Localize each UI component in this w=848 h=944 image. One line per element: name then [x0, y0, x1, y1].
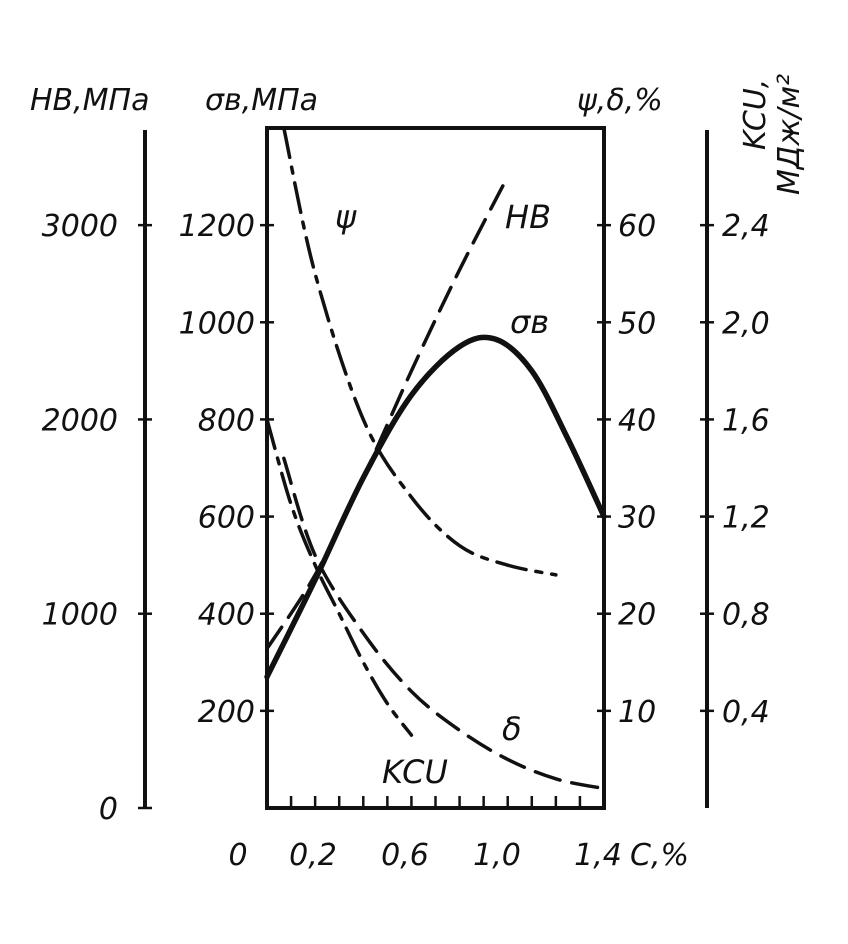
kcu-tick-label: 0,8 [722, 598, 770, 633]
kcu-tick-label: 2,0 [722, 306, 770, 341]
series-label-4: KCU [382, 753, 448, 791]
sigma-tick-label: 200 [198, 695, 255, 730]
sigma-tick-label: 1200 [179, 209, 255, 244]
x-axis-title: С,% [630, 838, 689, 873]
sigma-tick-label: 400 [198, 598, 255, 633]
psi_delta-tick-label: 10 [618, 695, 656, 730]
sigma-tick-label: 600 [198, 501, 255, 536]
sigma-tick-label: 1000 [179, 306, 255, 341]
series-layer [264, 126, 607, 791]
psi-delta-axis-title: ψ,δ,% [577, 83, 663, 118]
kcu-tick-label: 1,2 [722, 501, 770, 536]
kcu-axis-title-line1: KCU, [738, 79, 773, 150]
x-tick-label: 1,4 [574, 838, 622, 873]
plot-frame [265, 126, 606, 810]
hb-tick-label: 0 [99, 792, 118, 827]
series-line-4 [265, 417, 414, 737]
psi_delta-tick-label: 30 [618, 501, 656, 536]
psi_delta-tick-label: 20 [618, 598, 656, 633]
kcu-axis-title-line2: МДж/м² [772, 74, 807, 195]
psi_delta-tick-label: 60 [618, 209, 656, 244]
series-label-2: ψ [335, 198, 357, 236]
series-line-3 [282, 456, 606, 791]
x-tick-label: 0,6 [381, 838, 429, 873]
psi_delta-tick-label: 50 [618, 306, 656, 341]
kcu-tick-label: 1,6 [722, 403, 770, 438]
hb-tick-label: 2000 [42, 403, 118, 438]
sigma-axis-title: σв,МПа [205, 83, 318, 118]
series-label-0: HB [505, 198, 551, 236]
hb-tick-label: 3000 [42, 209, 118, 244]
series-line-2 [282, 126, 558, 577]
hb-axis-title: HB,МПа [30, 83, 150, 118]
x-tick-label: 0 [228, 838, 247, 873]
kcu-tick-label: 0,4 [722, 695, 770, 730]
x-tick-label: 0,2 [289, 838, 337, 873]
series-line-0 [265, 174, 510, 651]
series-label-1: σв [510, 303, 549, 341]
x-tick-label: 1,0 [473, 838, 521, 873]
series-line-1 [264, 334, 607, 680]
sigma-tick-label: 800 [198, 403, 255, 438]
psi_delta-tick-label: 40 [618, 403, 656, 438]
kcu-tick-label: 2,4 [722, 209, 770, 244]
labels-layer: HB σв ψ δ KCU [335, 198, 551, 791]
hb-tick-label: 1000 [42, 598, 118, 633]
series-label-3: δ [502, 710, 522, 748]
ticks-layer: 0100020003000200400600800100012001020304… [42, 209, 770, 873]
